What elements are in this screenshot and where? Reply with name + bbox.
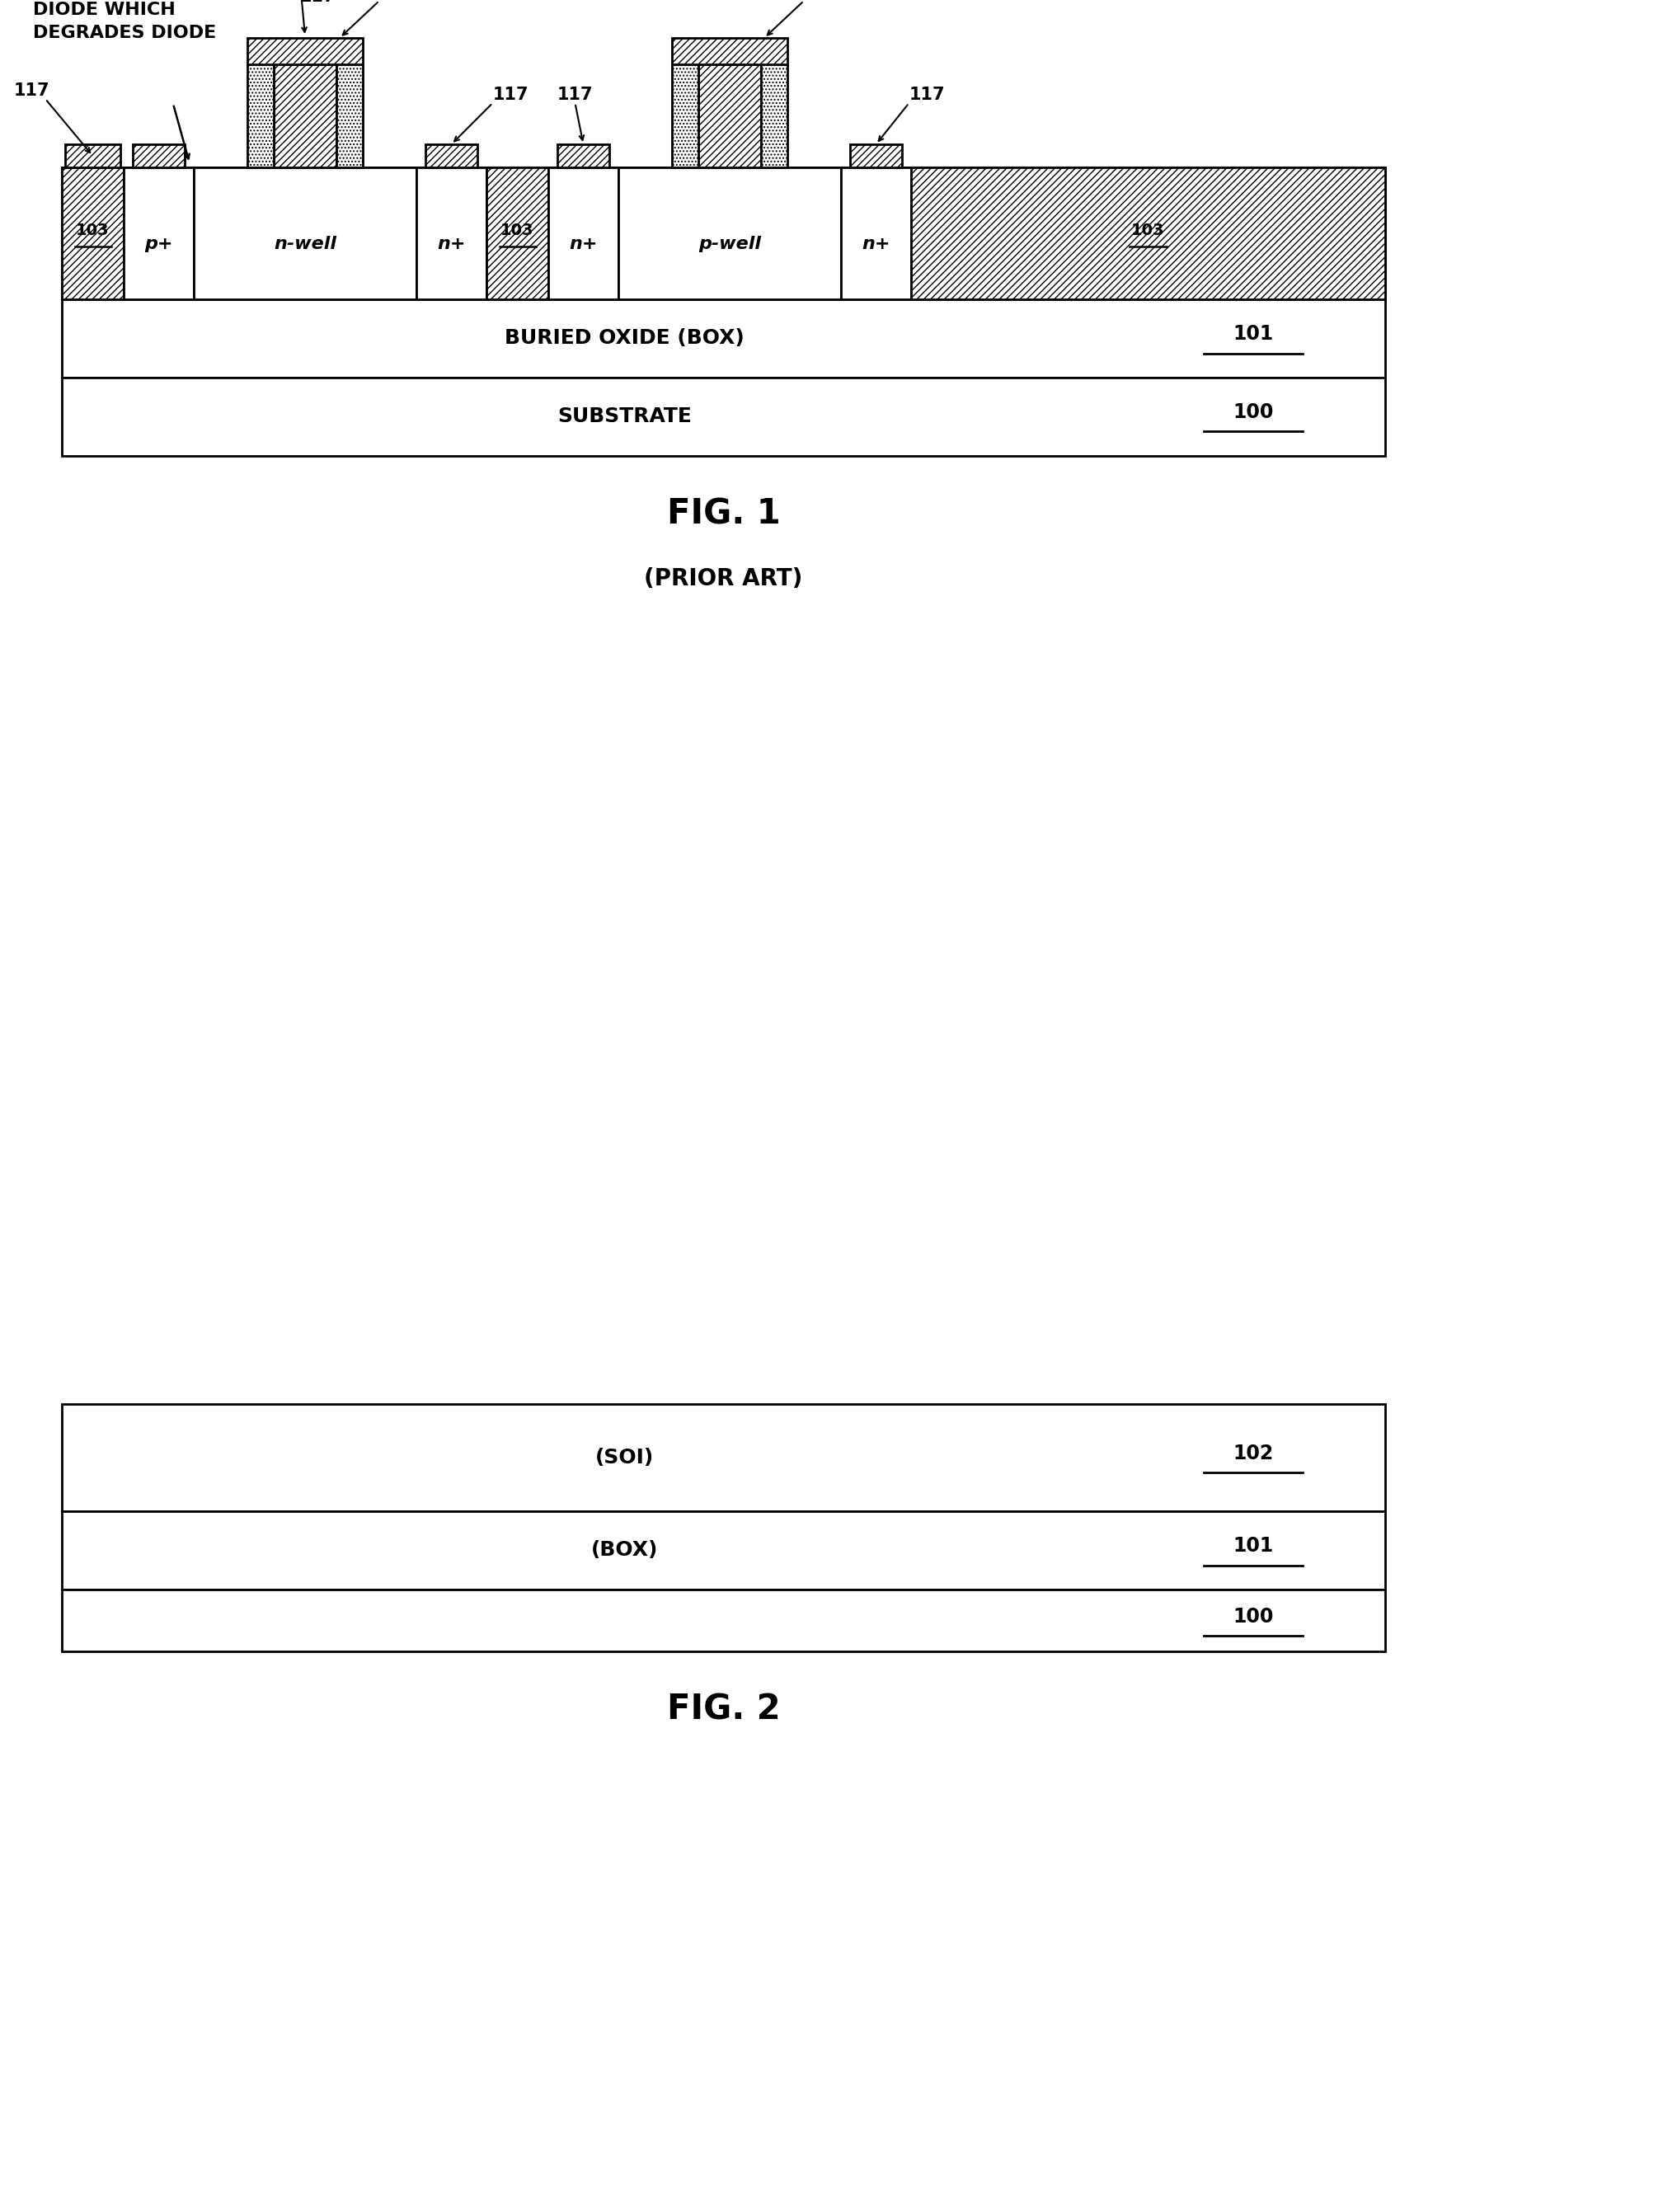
- Text: 100: 100: [1232, 403, 1274, 422]
- Text: 101: 101: [1232, 1537, 1274, 1557]
- Bar: [850, 144, 901, 168]
- Bar: [672, 38, 787, 64]
- Text: 117: 117: [13, 82, 50, 100]
- Bar: [62, 168, 123, 299]
- Bar: [65, 144, 120, 168]
- Bar: [62, 1590, 1385, 1652]
- Text: SUBSTRATE: SUBSTRATE: [557, 407, 692, 427]
- Text: (PRIOR ART): (PRIOR ART): [644, 566, 803, 591]
- Bar: [557, 144, 609, 168]
- Bar: [426, 144, 477, 168]
- Text: 103: 103: [76, 223, 110, 239]
- Text: n+: n+: [437, 237, 466, 252]
- Text: (BOX): (BOX): [590, 1540, 659, 1559]
- Text: 103: 103: [501, 223, 534, 239]
- Text: p+: p+: [145, 237, 173, 252]
- Text: 117: 117: [557, 86, 594, 104]
- Bar: [416, 168, 487, 299]
- Bar: [274, 64, 336, 168]
- Bar: [248, 64, 274, 168]
- Text: 100: 100: [1232, 1606, 1274, 1626]
- Bar: [248, 38, 363, 64]
- Bar: [336, 64, 363, 168]
- Text: (SOI): (SOI): [595, 1447, 654, 1467]
- Bar: [698, 64, 762, 168]
- Text: 117: 117: [910, 86, 945, 104]
- Bar: [62, 299, 1385, 378]
- Text: 102: 102: [1232, 1444, 1274, 1464]
- Bar: [619, 168, 841, 299]
- Text: 117: 117: [492, 86, 529, 104]
- Bar: [133, 144, 185, 168]
- Text: FIG. 2: FIG. 2: [667, 1692, 780, 1728]
- Bar: [123, 168, 195, 299]
- Text: n+: n+: [569, 237, 597, 252]
- Bar: [487, 168, 549, 299]
- Bar: [841, 168, 911, 299]
- Bar: [62, 1405, 1385, 1511]
- Bar: [62, 1511, 1385, 1590]
- Text: 103: 103: [1131, 223, 1164, 239]
- Bar: [549, 168, 619, 299]
- Bar: [762, 64, 787, 168]
- Text: FABRICATION PROCESS
CREATES DAMAGE ON
DIODE WHICH
DEGRADES DIODE: FABRICATION PROCESS CREATES DAMAGE ON DI…: [33, 0, 269, 42]
- Bar: [62, 378, 1385, 456]
- Bar: [672, 64, 698, 168]
- Text: BURIED OXIDE (BOX): BURIED OXIDE (BOX): [504, 330, 745, 347]
- Text: p-well: p-well: [698, 237, 762, 252]
- Bar: [195, 168, 416, 299]
- Text: 101: 101: [1232, 325, 1274, 345]
- Text: n-well: n-well: [274, 237, 336, 252]
- Bar: [911, 168, 1385, 299]
- Bar: [62, 168, 1385, 299]
- Text: FIG. 1: FIG. 1: [667, 498, 780, 531]
- Text: 117: 117: [299, 0, 336, 4]
- Text: n+: n+: [861, 237, 890, 252]
